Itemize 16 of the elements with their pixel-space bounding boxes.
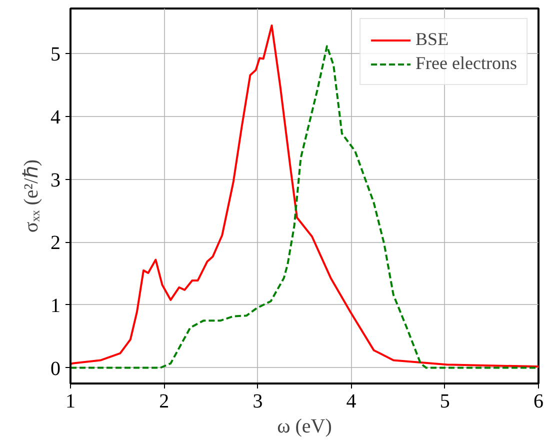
y-axis-title: σₓₓ (e²/ℏ) bbox=[20, 159, 42, 233]
x-tick-label: 6 bbox=[534, 390, 544, 412]
y-tick-label: 5 bbox=[50, 44, 60, 66]
y-tick-label: 1 bbox=[50, 294, 60, 317]
x-tick-label: 3 bbox=[252, 390, 263, 412]
legend-label: Free electrons bbox=[416, 53, 517, 74]
y-tick-label: 2 bbox=[50, 232, 60, 254]
legend-label: BSE bbox=[416, 29, 449, 50]
x-tick-label: 1 bbox=[66, 390, 76, 412]
x-tick-label: 5 bbox=[440, 390, 450, 412]
y-tick-label: 4 bbox=[50, 106, 60, 129]
y-tick-label: 3 bbox=[50, 169, 60, 192]
x-tick-label: 2 bbox=[159, 390, 170, 412]
y-tick-label: 0 bbox=[50, 358, 60, 380]
x-tick-label: 4 bbox=[346, 390, 356, 412]
x-axis-title: ω (eV) bbox=[277, 416, 332, 438]
